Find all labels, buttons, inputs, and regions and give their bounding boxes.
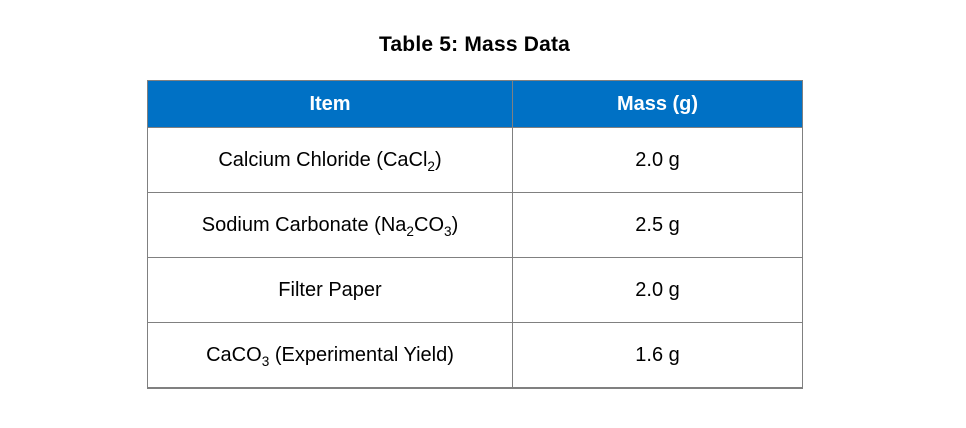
mass-cell: 1.6 g [512, 322, 803, 389]
table-header: Item Mass (g) [147, 80, 803, 128]
mass-cell: 2.5 g [512, 192, 803, 258]
item-cell: CaCO3 (Experimental Yield) [147, 322, 513, 389]
header-cell-item: Item [147, 80, 513, 128]
table-row: CaCO3 (Experimental Yield) 1.6 g [147, 322, 803, 389]
header-row: Item Mass (g) [147, 80, 803, 128]
mass-cell: 2.0 g [512, 257, 803, 323]
table-row: Calcium Chloride (CaCl2) 2.0 g [147, 127, 803, 193]
item-cell: Filter Paper [147, 257, 513, 323]
mass-cell: 2.0 g [512, 127, 803, 193]
item-cell: Calcium Chloride (CaCl2) [147, 127, 513, 193]
item-cell: Sodium Carbonate (Na2CO3) [147, 192, 513, 258]
table-row: Sodium Carbonate (Na2CO3) 2.5 g [147, 192, 803, 258]
table-row: Filter Paper 2.0 g [147, 257, 803, 323]
header-cell-mass: Mass (g) [512, 80, 803, 128]
table-title: Table 5: Mass Data [378, 33, 571, 56]
mass-data-table: Item Mass (g) Calcium Chloride (CaCl2) 2.… [147, 80, 803, 389]
table-body: Calcium Chloride (CaCl2) 2.0 g Sodium Carb… [147, 127, 803, 389]
